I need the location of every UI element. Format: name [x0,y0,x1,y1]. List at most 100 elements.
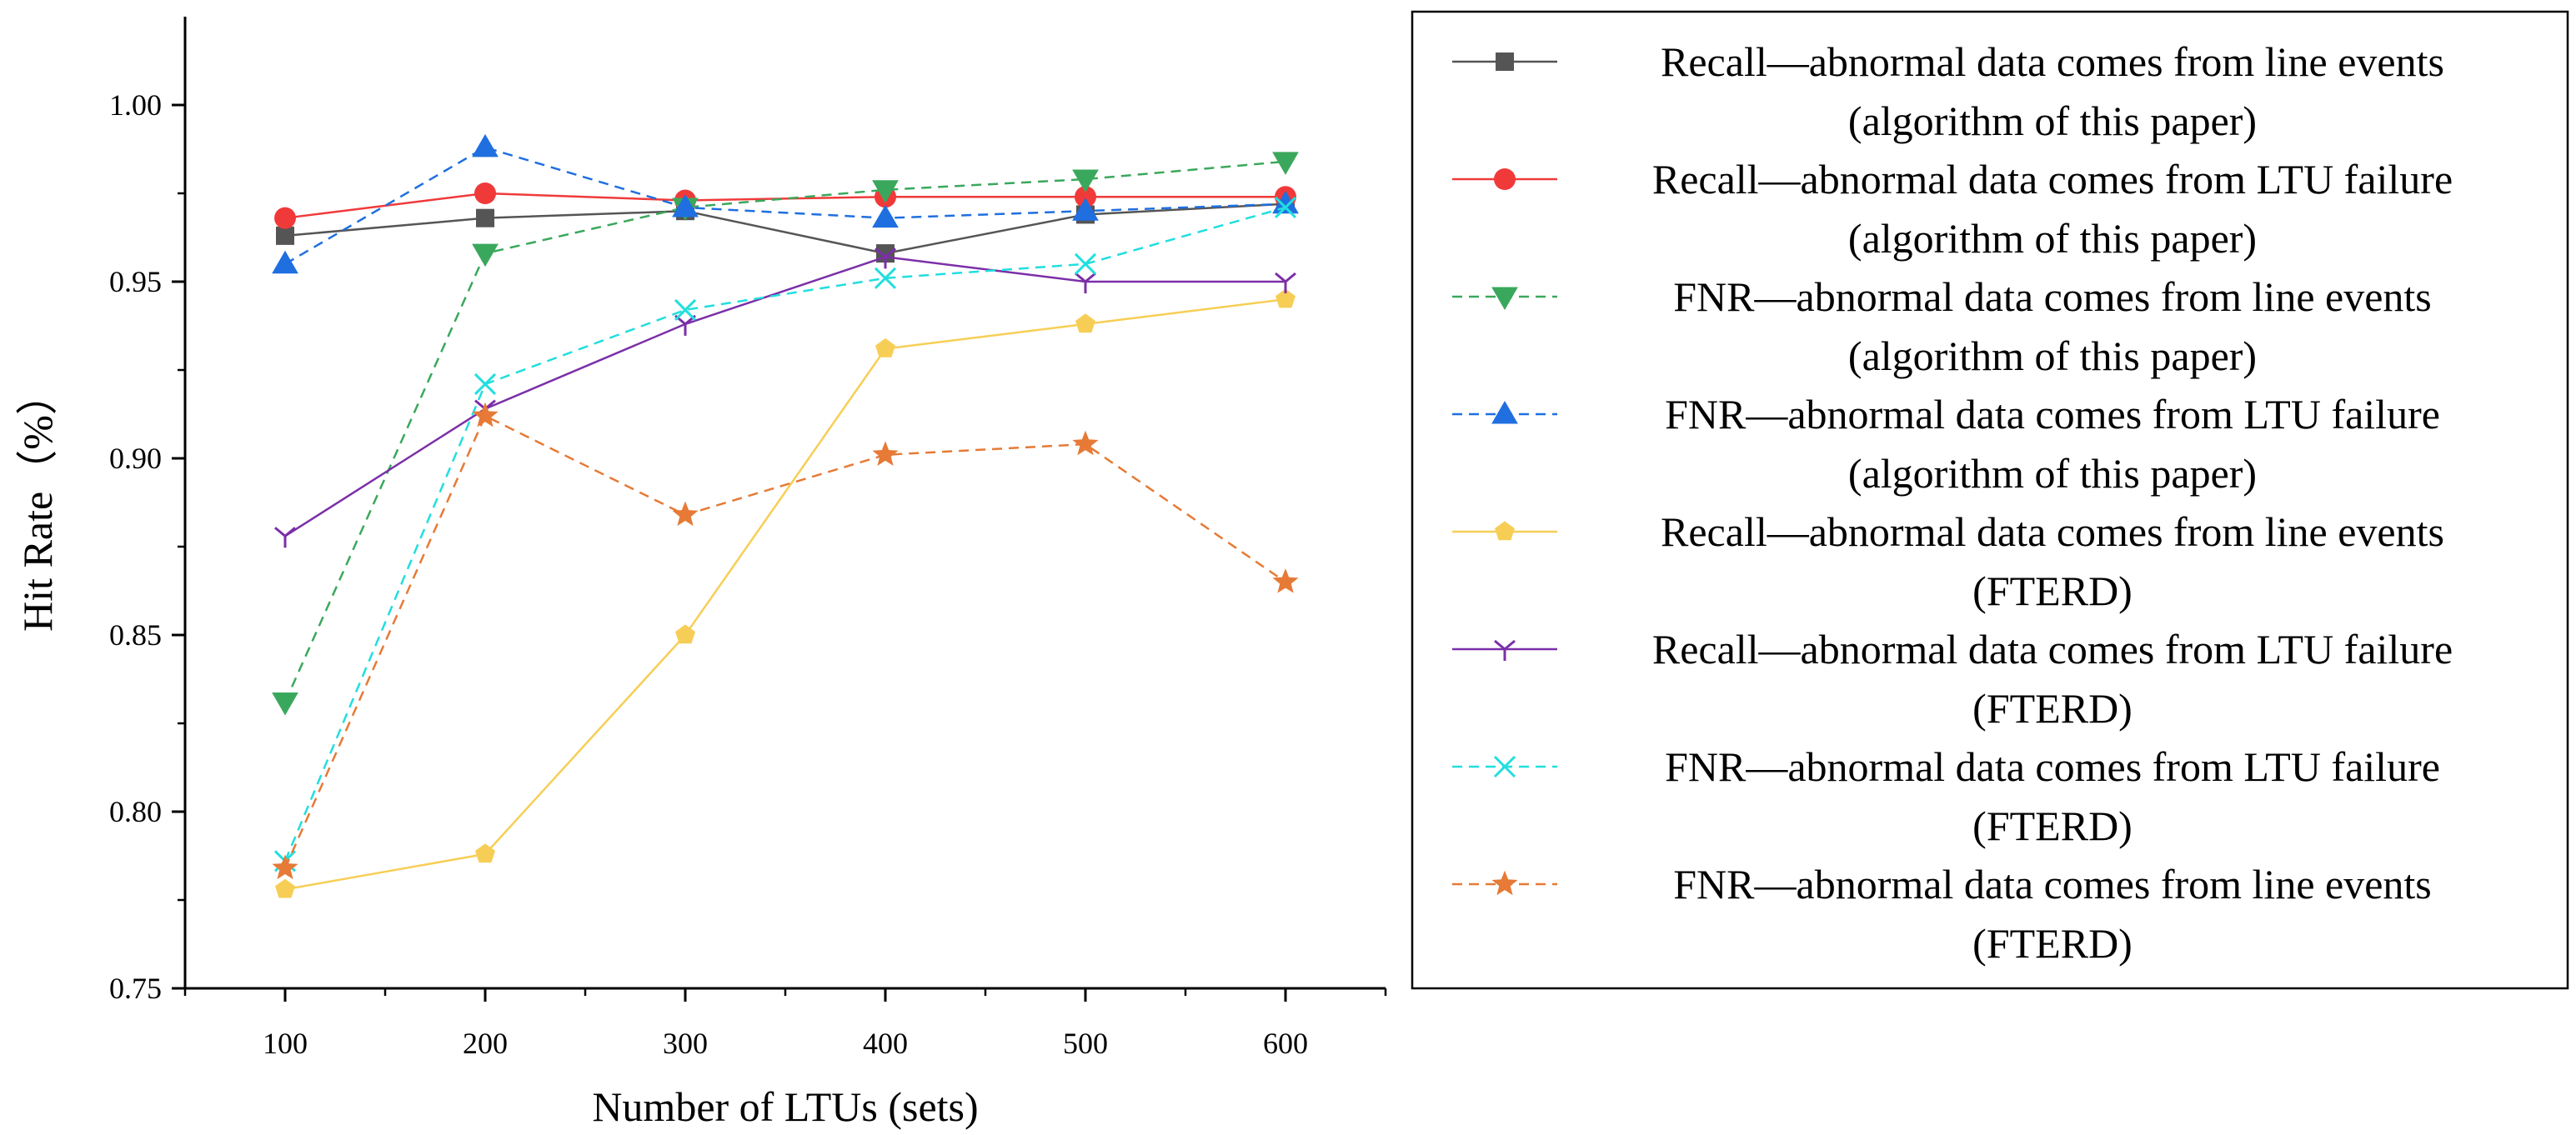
legend-entry-5: Recall—abnormal data comes from line eve… [1452,508,2444,614]
series-4 [272,133,1299,274]
series-line [283,206,1286,862]
legend-label-sub: (FTERD) [1972,802,2132,849]
legend-label-sub: (algorithm of this paper) [1848,332,2257,379]
series-line [284,256,1285,538]
data-point-marker [872,204,899,228]
legend-frame [1411,10,2569,990]
data-point-marker [1072,198,1099,221]
x-tick-label: 100 [263,1027,308,1060]
data-point-marker [472,133,499,158]
data-point-marker [1274,196,1297,219]
data-point-marker [274,207,296,229]
data-point-marker [1491,870,1518,896]
plot-area: 0.75 0.80 0.85 0.90 0.95 1.00 100 200 300 400 500 6… [109,17,1387,1060]
axis-ticks: 0.75 0.80 0.85 0.90 0.95 1.00 100 200 300 400 500 6… [109,88,1387,1060]
data-point-marker [1491,400,1518,424]
data-point-marker [1072,430,1099,456]
x-tick-label: 500 [1063,1027,1108,1060]
legend-entry-3: FNR—abnormal data comes from line events… [1452,273,2432,379]
data-point-marker [1494,521,1516,541]
series-line [283,414,1286,869]
series-line [284,192,1285,219]
data-point-marker [1075,313,1096,333]
series-8 [272,402,1299,880]
data-point-marker [1493,755,1516,778]
y-tick-label: 0.95 [109,265,162,298]
y-tick-label: 1.00 [109,88,162,122]
legend-label-sub: (algorithm of this paper) [1848,450,2257,497]
data-point-marker [474,372,497,396]
data-point-marker [272,854,298,880]
legend-label: FNR—abnormal data comes from line events [1673,861,2432,908]
data-point-marker [1272,152,1299,175]
data-point-marker [674,314,696,336]
legend-entry-8: FNR—abnormal data comes from line events… [1452,861,2432,967]
legend-label-sub: (FTERD) [1972,685,2132,732]
data-point-marker [474,843,496,863]
data-point-marker [1494,168,1516,190]
x-tick-label: 600 [1263,1027,1308,1060]
y-axis-title: Hit Rate（%） [14,373,61,632]
data-point-marker [872,441,899,467]
legend-label: Recall—abnormal data comes from LTU fail… [1652,626,2453,672]
series-7 [273,196,1297,872]
legend-label: FNR—abnormal data comes from LTU failure [1665,391,2440,438]
data-point-marker [272,250,298,274]
data-point-marker [1072,169,1099,193]
x-axis-title: Number of LTUs (sets) [592,1083,978,1130]
y-tick-label: 0.75 [109,972,162,1005]
legend-label: Recall—abnormal data comes from line eve… [1661,508,2444,555]
data-point-marker [875,248,896,269]
x-tick-label: 200 [463,1027,508,1060]
data-point-marker [674,298,697,321]
data-point-marker [1075,186,1096,208]
series-5 [274,288,1296,898]
series-line [284,298,1286,891]
data-point-marker [1491,287,1518,311]
data-point-marker [1275,272,1296,293]
data-point-marker [1272,568,1299,593]
data-point-marker [672,193,699,218]
data-point-marker [1275,288,1296,308]
data-point-marker [1494,639,1516,661]
data-point-marker [674,624,696,644]
data-point-marker [474,182,496,204]
legend-label: FNR—abnormal data comes from line events [1673,273,2432,320]
legend-label-sub: (algorithm of this paper) [1848,215,2257,262]
legend-entry-4: FNR—abnormal data comes from LTU failure… [1452,391,2440,497]
y-tick-label: 0.85 [109,618,162,652]
legend: Recall—abnormal data comes from line eve… [1411,10,2569,990]
series-line [284,202,1286,255]
legend-label: Recall—abnormal data comes from line eve… [1661,38,2444,85]
legend-entry-6: Recall—abnormal data comes from LTU fail… [1452,626,2453,732]
data-point-marker [872,180,899,203]
data-point-marker [274,878,296,898]
legend-label-sub: (FTERD) [1972,568,2132,614]
legend-entry-2: Recall—abnormal data comes from LTU fail… [1452,156,2453,262]
legend-label: Recall—abnormal data comes from LTU fail… [1652,156,2453,202]
data-point-marker [1075,272,1096,293]
series-6 [274,248,1296,548]
legend-label: FNR—abnormal data comes from LTU failure [1665,743,2440,790]
data-point-marker [272,692,298,716]
series-line [284,146,1286,265]
data-point-marker [874,267,897,289]
data-point-marker [274,527,296,548]
data-point-marker [276,226,294,245]
series-1 [276,194,1295,263]
data-point-marker [1074,252,1097,275]
legend-label-sub: (FTERD) [1972,920,2132,967]
legend-label-sub: (algorithm of this paper) [1848,98,2257,144]
y-tick-label: 0.80 [109,795,162,828]
series-layer [272,133,1299,898]
y-tick-label: 0.90 [109,442,162,475]
data-point-marker [476,208,494,228]
data-point-marker [472,243,499,268]
legend-entry-1: Recall—abnormal data comes from line eve… [1452,38,2444,144]
series-2 [274,182,1296,229]
x-tick-label: 300 [663,1027,708,1060]
legend-entry-7: FNR—abnormal data comes from LTU failure… [1452,743,2440,849]
x-tick-label: 400 [863,1027,908,1060]
series-3 [272,152,1299,716]
